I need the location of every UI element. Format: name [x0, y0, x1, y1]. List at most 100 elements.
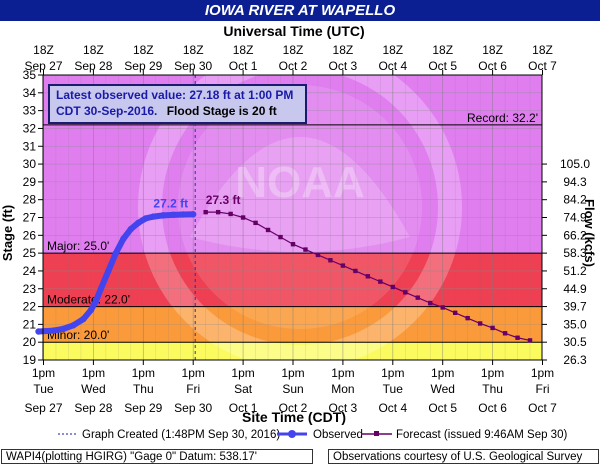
bottom-tick-label: Oct 6: [478, 401, 507, 415]
bottom-tick-label: Thu: [482, 382, 503, 396]
flow-tick-label: 66.2: [563, 228, 587, 242]
observed-point: [142, 215, 149, 222]
forecast-point: [265, 227, 271, 233]
bottom-tick-label: 1pm: [481, 366, 504, 380]
bottom-tick-label: Sun: [282, 382, 303, 396]
forecast-point: [440, 305, 445, 310]
y-tick-label: 25: [23, 246, 37, 260]
bottom-tick-label: 1pm: [182, 366, 205, 380]
top-tick-label: Oct 1: [229, 59, 258, 73]
forecast-point: [353, 268, 358, 274]
plot-frame: [42, 74, 543, 361]
observed-point: [170, 211, 177, 219]
top-tick-label: Sep 27: [24, 59, 62, 73]
flow-tick-label: 105.0: [560, 157, 590, 171]
forecast-point: [340, 263, 346, 268]
y-tick-label: 21: [23, 317, 37, 331]
flow-tick-label: 51.2: [563, 264, 587, 278]
y-tick-label: 22: [23, 300, 37, 314]
bottom-tick-label: 1pm: [281, 366, 304, 380]
bottom-tick-label: Mon: [331, 382, 354, 396]
bottom-tick-label: Thu: [133, 382, 154, 396]
y-tick-label: 35: [23, 68, 37, 82]
top-tick-label: 18Z: [482, 43, 503, 57]
observed-point: [87, 306, 95, 314]
observed-point: [180, 211, 187, 218]
top-axis-label: Universal Time (UTC): [223, 23, 364, 39]
series-layer: 27.2 ft 27.3 ft: [35, 75, 533, 360]
observed-point: [150, 213, 157, 220]
top-tick-label: Sep 29: [124, 59, 162, 73]
threshold-lines: Record: 32.2' Major: 25.0' Moderate: 22.0'…: [43, 111, 542, 343]
flow-tick-label: 84.2: [563, 193, 587, 207]
observed-point: [190, 211, 197, 218]
bottom-tick-label: 1pm: [132, 366, 155, 380]
y-tick-label: 33: [23, 104, 37, 118]
bottom-tick-label: Oct 5: [428, 401, 457, 415]
observed-point: [160, 212, 167, 219]
forecast-point: [502, 331, 508, 336]
observed-point: [70, 322, 77, 329]
right-axis-label: Flow (kcfs): [582, 199, 597, 267]
top-tick-label: Sep 28: [74, 59, 112, 73]
legend-forecast: Forecast (issued 9:46AM Sep 30): [396, 429, 567, 441]
forecast-point: [240, 215, 246, 220]
bottom-tick-label: Sep 29: [124, 401, 162, 415]
y-tick-label: 29: [23, 175, 37, 189]
bottom-tick-label: Sat: [234, 382, 253, 396]
top-tick-label: 18Z: [133, 43, 154, 57]
top-tick-label: 18Z: [532, 43, 553, 57]
forecast-point: [452, 310, 458, 315]
observed-point: [80, 315, 87, 323]
bottom-axis-label: Site Time (CDT): [242, 409, 346, 425]
info-box-line2: CDT 30-Sep-2016. Flood Stage is 20 ft: [56, 104, 277, 118]
major-band: [43, 253, 542, 307]
observed-point: [105, 267, 112, 275]
y-tick-label: 23: [23, 282, 37, 296]
bottom-tick-label: Oct 1: [229, 401, 258, 415]
observed-point: [60, 325, 67, 333]
bottom-tick-label: Fri: [186, 382, 200, 396]
bottom-tick-label: 1pm: [32, 366, 55, 380]
observed-point: [112, 249, 120, 257]
forecast-point: [390, 284, 395, 290]
footer-credit: Observations courtesy of U.S. Geological…: [328, 449, 599, 464]
bottom-tick-label: Wed: [430, 382, 454, 396]
forecast-point: [328, 258, 333, 263]
y-tick-label: 26: [23, 228, 37, 242]
info-box-line1: Latest observed value: 27.18 ft at 1:00 …: [56, 88, 293, 102]
legend-observed: Observed: [313, 429, 363, 441]
bottom-tick-label: Tue: [383, 382, 404, 396]
forecast-point: [253, 220, 258, 226]
watermark-ring: [138, 45, 462, 369]
forecast-point: [477, 321, 483, 326]
chart-title: IOWA RIVER AT WAPELLO: [0, 0, 600, 21]
y-tick-label: 32: [23, 121, 37, 135]
forecast-point: [303, 247, 308, 252]
bottom-tick-label: Fri: [536, 382, 550, 396]
forecast-point: [403, 290, 408, 295]
forecast-point: [428, 300, 433, 306]
flow-tick-label: 26.3: [563, 353, 587, 367]
legend-graph-created: Graph Created (1:48PM Sep 30, 2016): [82, 429, 280, 441]
flow-tick-label: 58.3: [563, 246, 587, 260]
info-box-flood: Flood Stage is 20 ft: [167, 104, 277, 118]
y-tick-label: 28: [23, 193, 37, 207]
top-tick-label: 18Z: [382, 43, 403, 57]
forecast-point: [415, 295, 420, 300]
top-tick-label: Oct 4: [378, 59, 407, 73]
bottom-tick-label: Sep 28: [74, 401, 112, 415]
watermark-bird: [190, 137, 410, 252]
threshold-major-label: Major: 25.0': [47, 239, 109, 253]
top-tick-label: 18Z: [333, 43, 354, 57]
observed-point: [35, 328, 42, 335]
forecast-point: [215, 209, 221, 215]
info-box-date: CDT 30-Sep-2016.: [56, 104, 157, 118]
top-tick-label: 18Z: [183, 43, 204, 57]
bottom-tick-label: 1pm: [381, 366, 404, 380]
legend: Graph Created (1:48PM Sep 30, 2016) Obse…: [58, 429, 567, 441]
info-box: Latest observed value: 27.18 ft at 1:00 …: [48, 84, 307, 124]
top-tick-label: 18Z: [283, 43, 304, 57]
observed-point: [97, 285, 105, 292]
